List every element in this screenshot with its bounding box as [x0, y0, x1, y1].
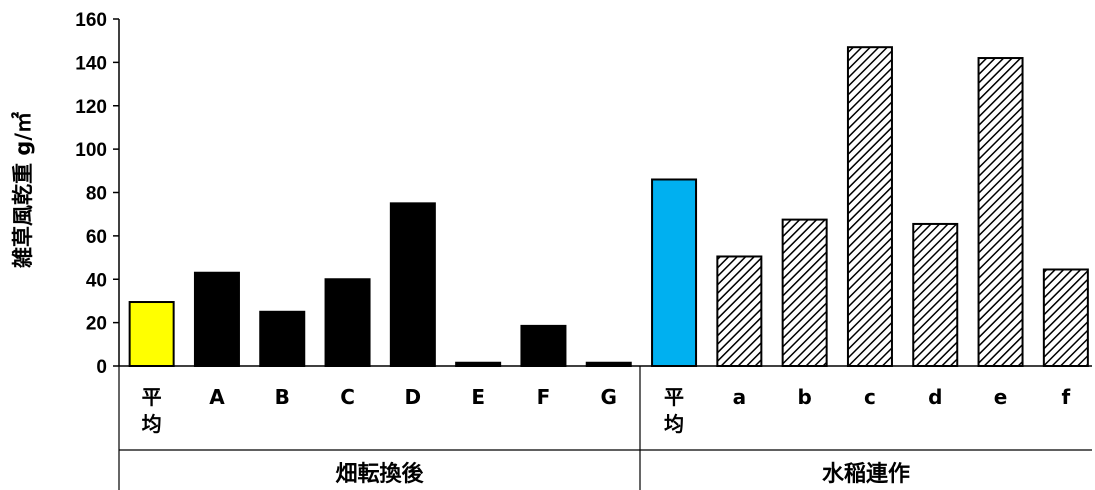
y-tick-label: 160: [75, 10, 107, 31]
bar: [716, 255, 763, 367]
y-tick-label: 40: [86, 270, 107, 291]
x-tick-label: 均: [142, 412, 162, 436]
bar: [259, 310, 306, 367]
x-tick-label: c: [864, 385, 876, 409]
y-tick-label: 120: [75, 97, 107, 118]
x-tick-label: E: [471, 385, 485, 409]
x-tick-label: D: [405, 385, 422, 409]
group-label: 畑転換後: [335, 461, 424, 487]
bar: [1042, 268, 1089, 368]
y-axis-label-group: 雑草風乾重 g/㎡: [11, 112, 35, 269]
x-tick-label: G: [601, 385, 617, 409]
x-tick-label: 平: [664, 385, 684, 409]
bar: [520, 324, 567, 367]
y-tick-label: 80: [86, 184, 107, 205]
x-tick-label: A: [209, 385, 225, 409]
bar: [324, 278, 371, 367]
x-tick-label: b: [797, 385, 811, 409]
bar: [128, 301, 175, 368]
x-tick-label: e: [994, 385, 1008, 409]
group-label: 水稲連作: [822, 462, 910, 487]
x-tick-label: C: [340, 385, 355, 409]
group-labels: 畑転換後 水稲連作: [335, 461, 910, 487]
bar: [977, 57, 1024, 367]
bar: [193, 271, 240, 367]
x-tick-label: a: [733, 385, 747, 409]
x-tick-label: F: [537, 385, 551, 409]
x-tick-label: f: [1061, 385, 1070, 409]
bar: [455, 361, 502, 368]
bar: [651, 178, 698, 367]
y-ticks: 0 20 40 60 80 100 120 140 160: [75, 10, 119, 378]
y-axis-label: 雑草風乾重 g/㎡: [11, 112, 35, 269]
x-labels: 平均A B C D E F G 平均a b c d e f: [142, 385, 1071, 436]
bar: [389, 202, 436, 367]
y-tick-label: 60: [86, 227, 107, 248]
bar: [585, 361, 632, 368]
x-tick-label: B: [275, 385, 290, 409]
bar: [781, 218, 828, 367]
y-tick-label: 20: [86, 314, 107, 335]
x-tick-label: 均: [664, 412, 684, 436]
bar: [912, 222, 959, 367]
y-tick-label: 140: [75, 53, 107, 74]
bars: [128, 46, 1089, 368]
x-tick-label: 平: [142, 385, 162, 409]
y-tick-label: 100: [75, 140, 107, 161]
x-tick-label: d: [928, 385, 942, 409]
y-tick-label: 0: [96, 357, 107, 378]
bar: [846, 46, 893, 367]
